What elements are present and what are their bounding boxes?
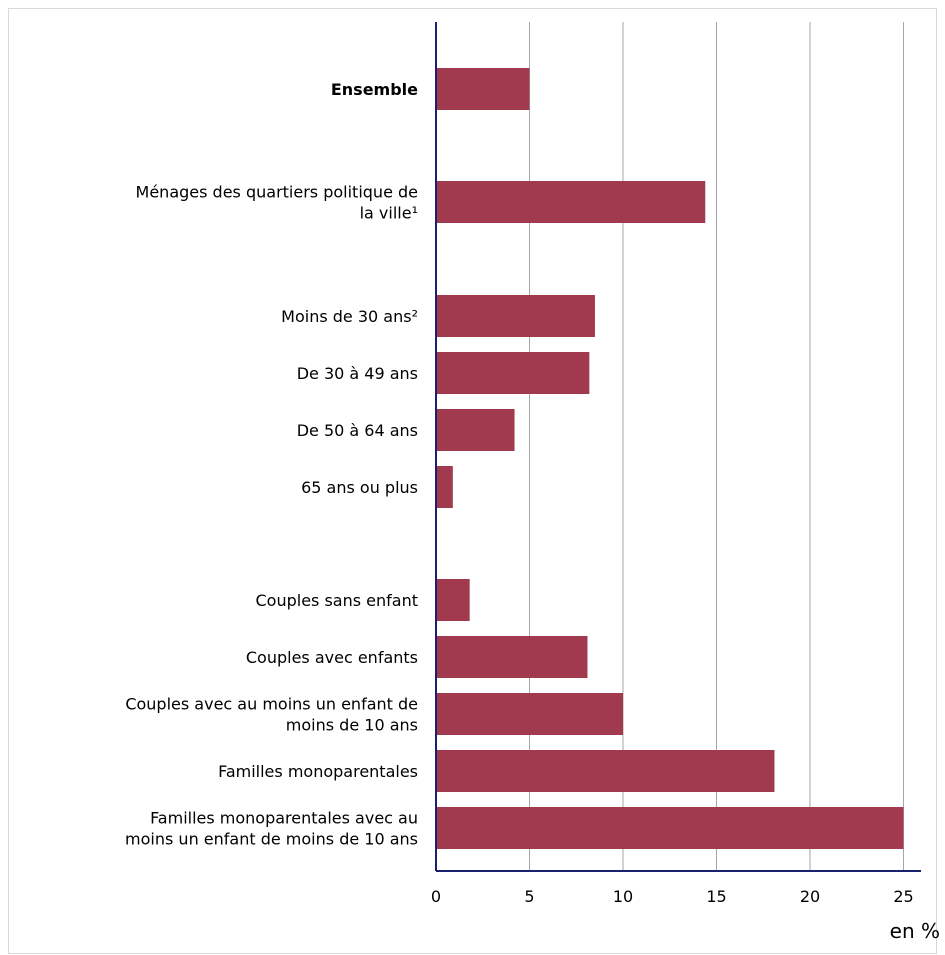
bar-3: [436, 352, 589, 394]
category-label-2: Moins de 30 ans²: [281, 307, 418, 326]
category-label-3: De 30 à 49 ans: [297, 364, 418, 383]
category-label-10-line-0: Familles monoparentales avec au: [150, 809, 418, 828]
bar-7: [436, 636, 587, 678]
x-tick-labels: 0 5 10 15 20 25: [431, 887, 914, 906]
bar-5: [436, 466, 453, 508]
category-label-9: Familles monoparentales: [218, 762, 418, 781]
bar-9: [436, 750, 774, 792]
category-label-0: Ensemble: [331, 80, 418, 99]
x-tick-label-5: 5: [524, 887, 534, 906]
x-tick-label-20: 20: [800, 887, 820, 906]
bar-6: [436, 579, 470, 621]
category-label-10-line-1: moins un enfant de moins de 10 ans: [125, 830, 418, 849]
category-label-1-line-0: Ménages des quartiers politique de: [136, 183, 418, 202]
x-tick-label-10: 10: [613, 887, 633, 906]
x-axis-unit-label: en %: [890, 919, 940, 943]
x-tick-label-15: 15: [706, 887, 726, 906]
category-labels: Ensemble Ménages des quartiers politique …: [125, 80, 418, 849]
bar-0: [436, 68, 530, 110]
bar-4: [436, 409, 515, 451]
category-label-7: Couples avec enfants: [246, 648, 418, 667]
bar-8: [436, 693, 623, 735]
category-label-4: De 50 à 64 ans: [297, 421, 418, 440]
category-label-1-line-1: la ville¹: [360, 204, 418, 223]
category-label-5: 65 ans ou plus: [301, 478, 418, 497]
x-tick-label-0: 0: [431, 887, 441, 906]
bar-10: [436, 807, 904, 849]
category-label-8-line-0: Couples avec au moins un enfant de: [125, 695, 418, 714]
bar-1: [436, 181, 705, 223]
x-tick-label-25: 25: [893, 887, 913, 906]
bars: [436, 68, 904, 849]
category-label-8-line-1: moins de 10 ans: [286, 716, 418, 735]
gridlines: [530, 22, 904, 871]
category-label-6: Couples sans enfant: [255, 591, 418, 610]
bar-2: [436, 295, 595, 337]
